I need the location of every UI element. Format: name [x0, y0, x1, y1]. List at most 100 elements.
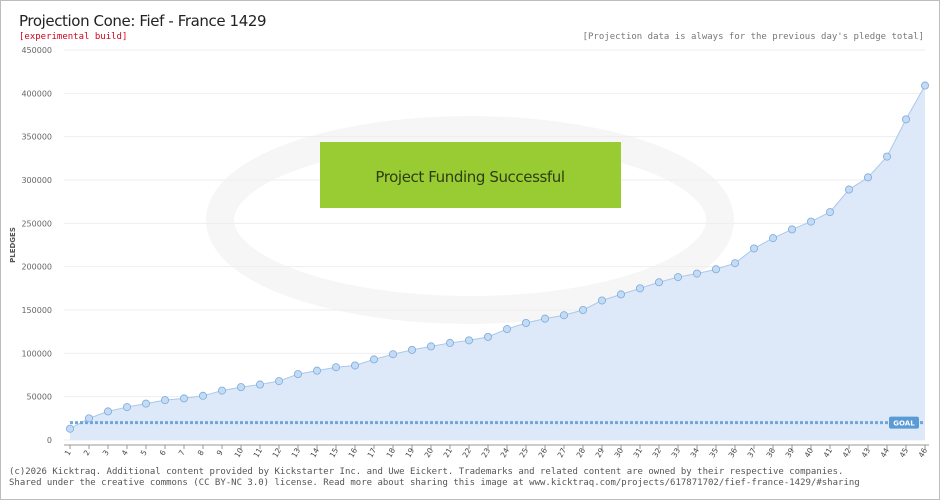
data-point — [85, 414, 94, 423]
data-point — [104, 407, 113, 416]
y-tick-label: 400000 — [21, 89, 52, 98]
data-point — [179, 394, 188, 403]
banner-text: Project Funding Successful — [375, 168, 564, 186]
data-point — [426, 342, 435, 351]
x-tick-label: 35 — [708, 446, 721, 459]
data-point — [883, 152, 892, 161]
x-tick-label: 36 — [727, 446, 740, 459]
data-point — [769, 234, 778, 243]
data-point — [123, 403, 132, 412]
data-point — [731, 259, 740, 268]
pledge-line — [69, 85, 926, 430]
data-point — [293, 370, 302, 379]
x-tick-label: 46 — [917, 446, 930, 459]
data-point — [674, 273, 683, 282]
pledge-area — [70, 85, 925, 441]
x-tick-label: 11 — [252, 446, 265, 459]
y-tick-label: 200000 — [21, 263, 52, 272]
x-tick-label: 15 — [328, 446, 341, 459]
data-point — [864, 173, 873, 182]
data-point — [255, 380, 264, 389]
x-tick-label: 31 — [632, 446, 645, 459]
data-point — [826, 208, 835, 217]
x-tick-label: 19 — [404, 446, 417, 459]
y-tick-label: 100000 — [21, 349, 52, 358]
chart-title: Projection Cone: Fief - France 1429 — [19, 12, 267, 30]
data-point — [236, 383, 245, 392]
y-tick-label: 450000 — [21, 46, 52, 55]
x-tick-label: 40 — [803, 446, 816, 459]
data-point — [636, 284, 645, 293]
data-point — [312, 366, 321, 375]
x-tick-label: 29 — [594, 446, 607, 459]
y-tick-label: 300000 — [21, 176, 52, 185]
x-tick-label: 38 — [765, 446, 778, 459]
x-tick-label: 28 — [575, 446, 588, 459]
x-tick-label: 24 — [499, 446, 512, 459]
data-point — [902, 115, 911, 124]
x-tick-label: 42 — [841, 446, 854, 459]
data-point — [331, 363, 340, 372]
x-tick-label: 21 — [442, 446, 455, 459]
data-point — [598, 296, 607, 305]
x-tick-label: 32 — [651, 446, 664, 459]
x-tick-label: 8 — [196, 448, 206, 457]
x-tick-label: 27 — [556, 446, 569, 459]
x-tick-label: 30 — [613, 446, 626, 459]
x-tick-label: 10 — [233, 446, 246, 459]
data-point — [693, 269, 702, 278]
x-tick-label: 2 — [82, 448, 92, 457]
x-tick-label: 43 — [860, 446, 873, 459]
data-point — [788, 225, 797, 234]
x-tick-label: 34 — [689, 446, 702, 459]
x-tick-label: 9 — [215, 448, 225, 457]
x-tick-label: 45 — [898, 446, 911, 459]
data-point — [445, 338, 454, 347]
data-point — [617, 290, 626, 299]
data-point — [274, 377, 283, 386]
x-tick-label: 6 — [158, 448, 168, 457]
data-point — [845, 185, 854, 194]
y-tick-label: 0 — [47, 436, 52, 445]
data-point — [921, 81, 930, 90]
x-tick-label: 20 — [423, 446, 436, 459]
data-point — [655, 278, 664, 287]
data-point — [198, 391, 207, 400]
x-tick-label: 37 — [746, 446, 759, 459]
data-point — [807, 217, 816, 226]
x-tick-label: 25 — [518, 446, 531, 459]
banner-background — [320, 142, 621, 208]
x-tick-label: 12 — [271, 446, 284, 459]
funding-success-banner: Project Funding Successful — [320, 142, 621, 208]
y-tick-label: 250000 — [21, 219, 52, 228]
x-tick-label: 33 — [670, 446, 683, 459]
x-tick-label: 7 — [177, 448, 187, 457]
data-point — [483, 332, 492, 341]
x-tick-label: 16 — [347, 446, 360, 459]
x-tick-label: 44 — [879, 446, 892, 459]
x-tick-label: 13 — [290, 446, 303, 459]
data-point — [217, 386, 226, 395]
goal-badge — [889, 416, 919, 429]
x-tick-label: 18 — [385, 446, 398, 459]
x-tick-label: 5 — [139, 448, 149, 457]
data-point — [560, 311, 569, 320]
data-point — [350, 361, 359, 370]
x-tick-label: 26 — [537, 446, 550, 459]
data-point — [712, 265, 721, 274]
data-point — [141, 399, 150, 408]
x-tick-label: 14 — [309, 446, 322, 459]
data-point — [407, 345, 416, 354]
y-tick-label: 50000 — [27, 393, 52, 402]
x-tick-label: 23 — [480, 446, 493, 459]
data-point — [369, 355, 378, 364]
y-tick-label: 350000 — [21, 133, 52, 142]
y-axis-label: PLEDGES — [9, 227, 17, 263]
copyright-footer: (c)2026 Kicktraq. Additional content pro… — [9, 467, 844, 477]
data-point — [66, 424, 75, 433]
data-point — [388, 350, 397, 359]
build-label: [experimental build] — [19, 32, 128, 42]
data-point — [464, 336, 473, 345]
x-tick-label: 22 — [461, 446, 474, 459]
